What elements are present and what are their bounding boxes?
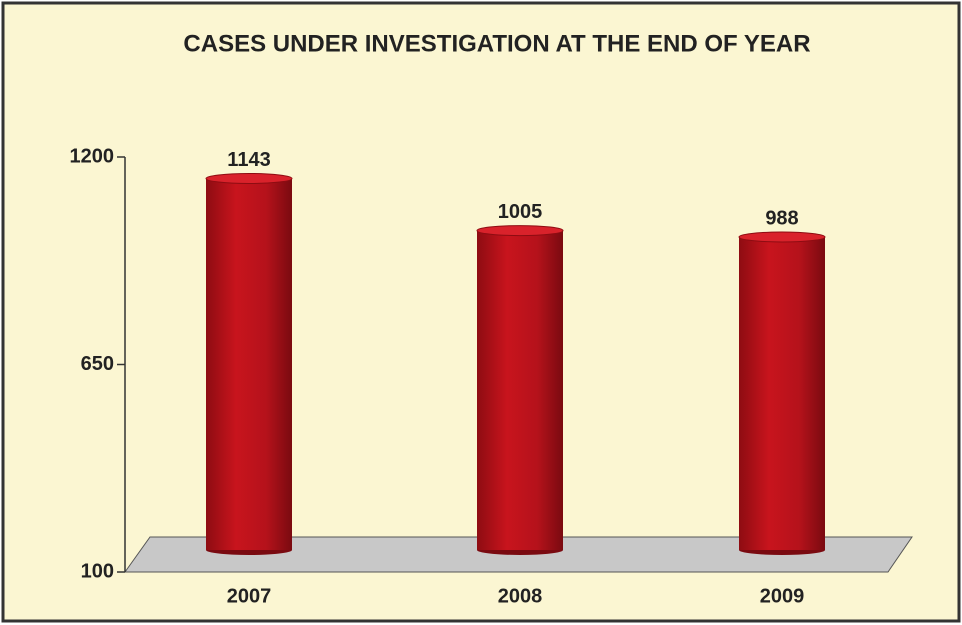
x-tick-label: 2007 [227, 585, 272, 607]
chart-title: CASES UNDER INVESTIGATION AT THE END OF … [183, 30, 810, 57]
x-tick-label: 2008 [498, 585, 543, 607]
value-label: 1005 [498, 201, 543, 223]
bar [206, 178, 292, 550]
y-tick-label: 1200 [70, 145, 115, 167]
y-tick-label: 650 [81, 353, 114, 375]
bar-top [476, 225, 564, 237]
y-tick-label: 100 [81, 560, 114, 582]
x-tick-label: 2009 [760, 585, 805, 607]
bar [739, 236, 825, 550]
value-label: 1143 [227, 149, 270, 171]
bar-top [738, 231, 826, 243]
bar [477, 230, 563, 550]
bar-top [205, 173, 293, 185]
value-label: 988 [765, 207, 798, 229]
